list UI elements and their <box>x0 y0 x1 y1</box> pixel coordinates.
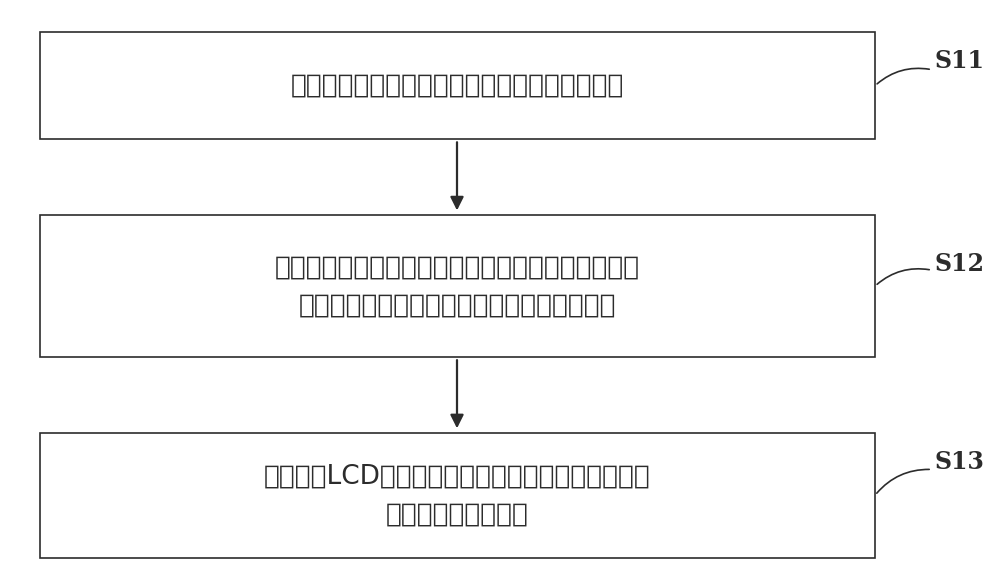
FancyBboxPatch shape <box>40 433 875 558</box>
FancyArrowPatch shape <box>877 269 929 284</box>
FancyBboxPatch shape <box>40 215 875 357</box>
FancyBboxPatch shape <box>40 32 875 139</box>
Text: 控制所述LCD根据所述目标灰度值对所述待打印图像
数据进行光固化打印: 控制所述LCD根据所述目标灰度值对所述待打印图像 数据进行光固化打印 <box>264 463 651 528</box>
FancyArrowPatch shape <box>877 469 929 493</box>
Text: S11: S11 <box>935 49 985 73</box>
Text: S13: S13 <box>935 450 985 474</box>
Text: 获取待打印图像数据中每个像素点的初始灰度值: 获取待打印图像数据中每个像素点的初始灰度值 <box>291 73 624 99</box>
Text: S12: S12 <box>935 252 985 277</box>
Text: 获取预存均光补偿值，并将所述预存均光补偿值与所
述初始灰度值进行差值计算，得到目标灰度值: 获取预存均光补偿值，并将所述预存均光补偿值与所 述初始灰度值进行差值计算，得到目… <box>275 254 640 318</box>
FancyArrowPatch shape <box>877 69 929 84</box>
